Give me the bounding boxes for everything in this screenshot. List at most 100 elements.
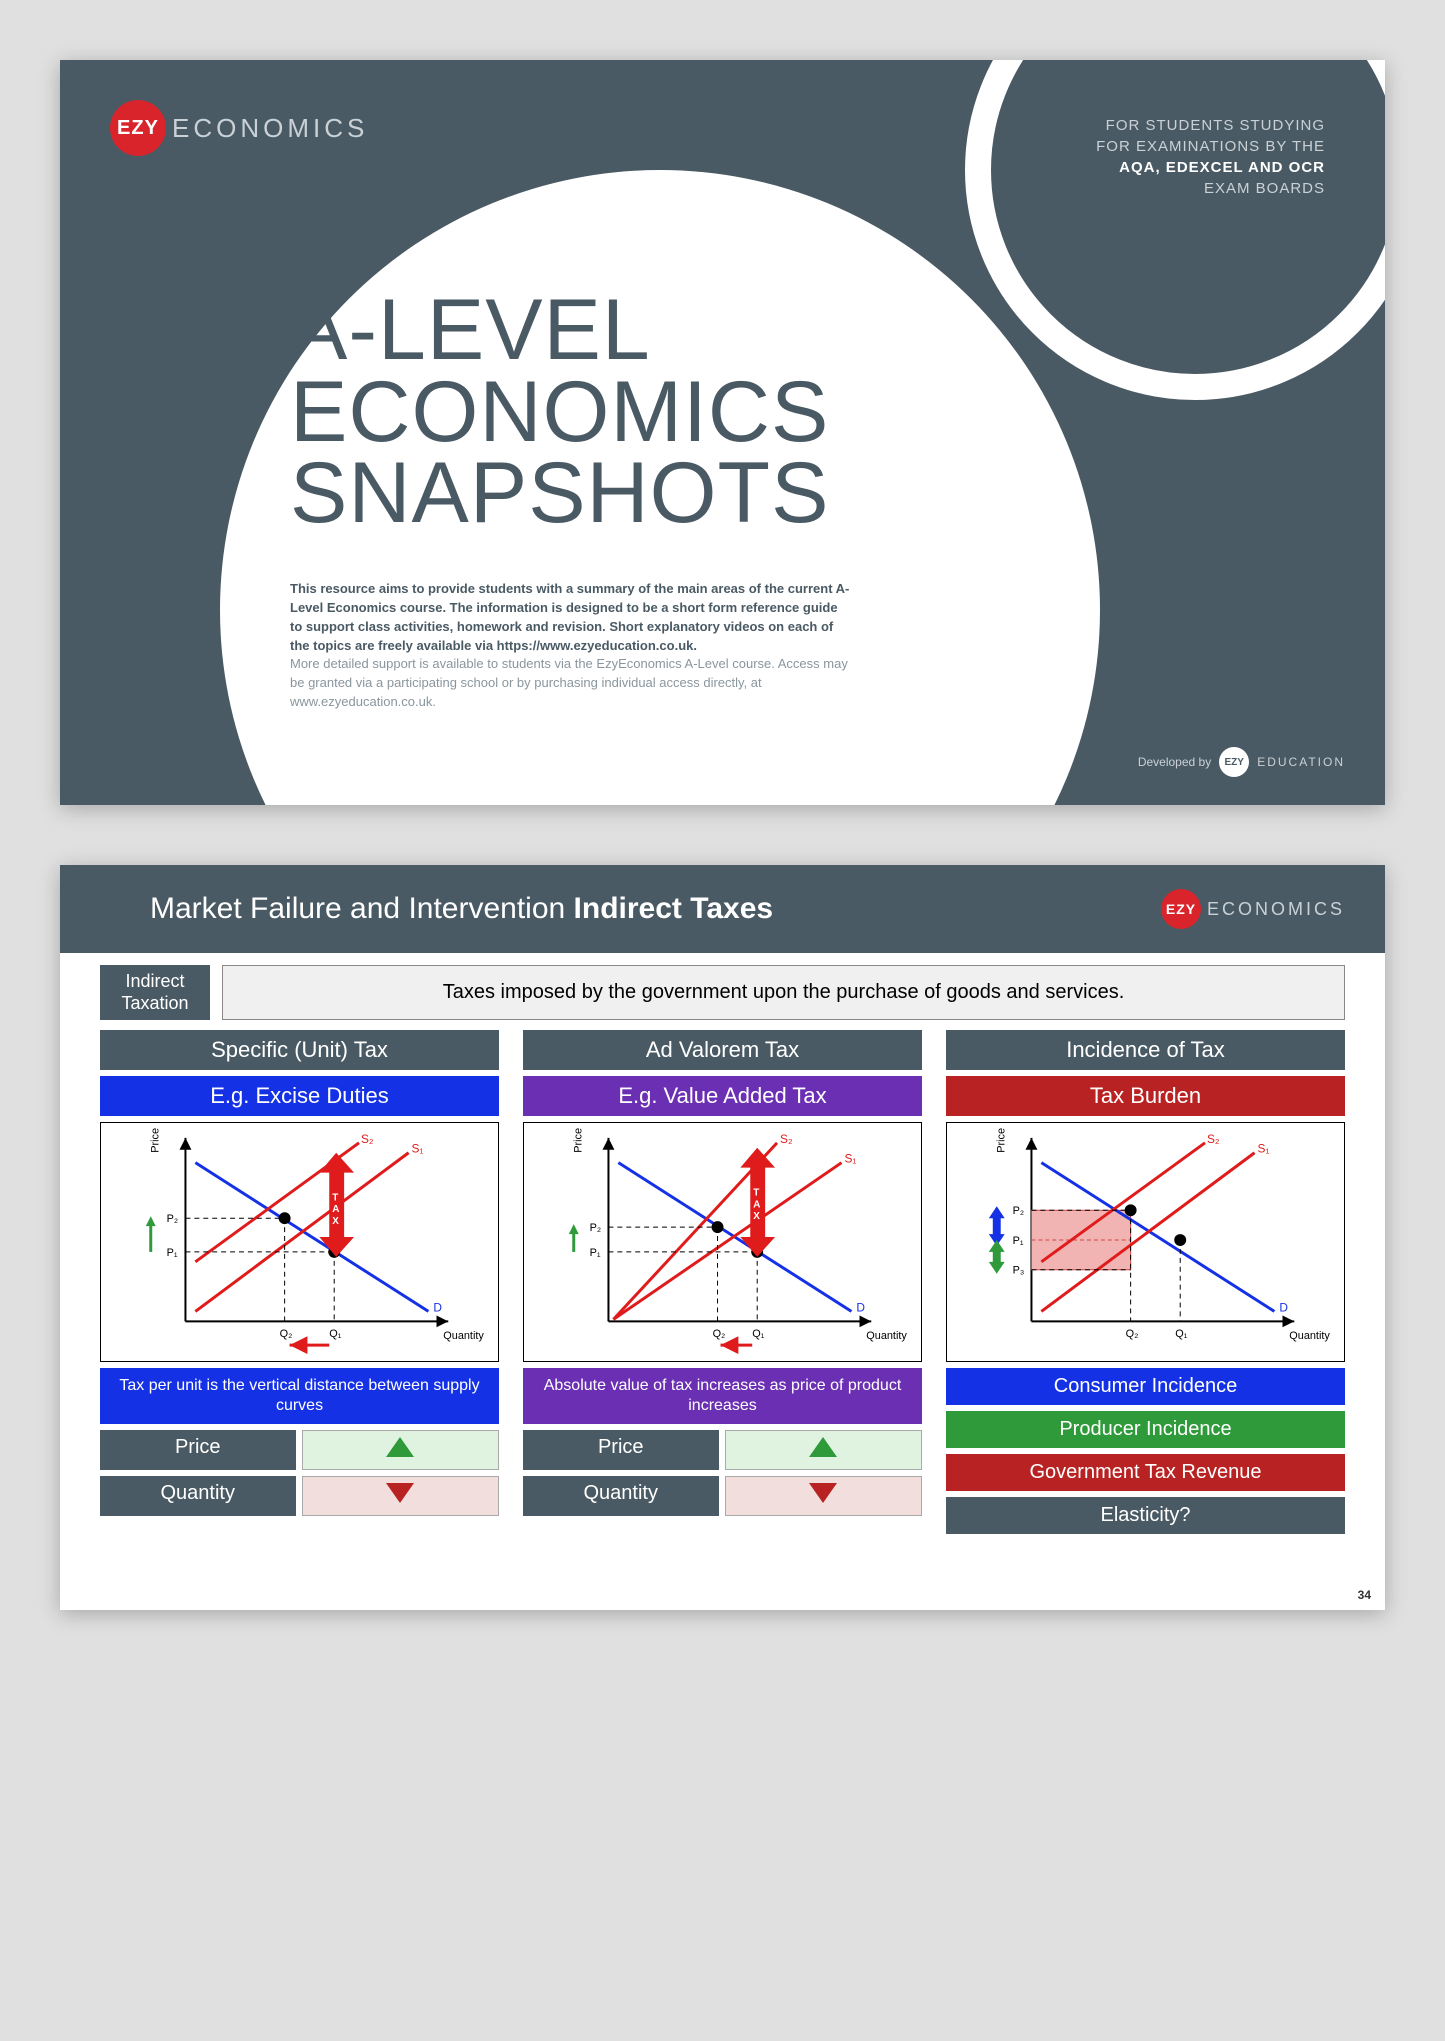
svg-text:P₁: P₁ <box>167 1247 178 1259</box>
svg-text:D: D <box>1279 1301 1288 1315</box>
exam-boards: FOR STUDENTS STUDYING FOR EXAMINATIONS B… <box>1045 115 1325 199</box>
mini-badge: EZY <box>1219 747 1249 777</box>
col3-h2: Tax Burden <box>946 1076 1345 1116</box>
developed-suffix: EDUCATION <box>1257 755 1345 769</box>
triangle-up-icon <box>809 1437 837 1457</box>
svg-text:T: T <box>753 1188 759 1199</box>
svg-text:Q₂: Q₂ <box>713 1328 726 1340</box>
col-advalorem-tax: Ad Valorem Tax E.g. Value Added Tax Quan… <box>523 1030 922 1534</box>
title-bar: Market Failure and Intervention Indirect… <box>60 865 1385 953</box>
svg-text:Quantity: Quantity <box>1289 1330 1330 1342</box>
page-title: Market Failure and Intervention Indirect… <box>150 892 773 926</box>
svg-text:Q₂: Q₂ <box>280 1328 293 1340</box>
def-term-l2: Taxation <box>114 993 196 1015</box>
title-plain: Market Failure and Intervention <box>150 892 574 925</box>
boards-l2: FOR EXAMINATIONS BY THE <box>1045 136 1325 157</box>
logo-badge: EZY <box>110 100 166 156</box>
svg-text:T: T <box>332 1193 338 1204</box>
svg-text:Price: Price <box>150 1128 162 1153</box>
svg-text:P₃: P₃ <box>1013 1265 1025 1277</box>
svg-text:S₁: S₁ <box>1258 1142 1270 1156</box>
svg-text:S₂: S₂ <box>780 1132 793 1146</box>
cover-title: A-LEVEL ECONOMICS SNAPSHOTS <box>290 290 829 535</box>
cover-title-l1: A-LEVEL <box>290 290 829 372</box>
developed-label: Developed by <box>1138 755 1211 769</box>
col-specific-tax: Specific (Unit) Tax E.g. Excise Duties Q… <box>100 1030 499 1534</box>
brand-logo-small: EZY ECONOMICS <box>1161 889 1345 929</box>
col1-qty-down <box>302 1476 500 1516</box>
col1-rows2: Quantity <box>100 1476 499 1516</box>
boards-l1: FOR STUDENTS STUDYING <box>1045 115 1325 136</box>
col1-qty-label: Quantity <box>100 1476 296 1516</box>
triangle-down-icon <box>809 1483 837 1503</box>
columns: Specific (Unit) Tax E.g. Excise Duties Q… <box>60 1030 1385 1552</box>
svg-text:X: X <box>332 1216 339 1227</box>
logo-badge-small: EZY <box>1161 889 1201 929</box>
svg-text:Q₁: Q₁ <box>752 1328 764 1340</box>
col2-rows: Price <box>523 1430 922 1470</box>
cover-description: This resource aims to provide students w… <box>290 580 850 712</box>
col2-h1: Ad Valorem Tax <box>523 1030 922 1070</box>
svg-text:Quantity: Quantity <box>443 1330 484 1342</box>
cover-desc-light: More detailed support is available to st… <box>290 656 848 709</box>
svg-text:Q₁: Q₁ <box>329 1328 341 1340</box>
svg-text:A: A <box>332 1204 339 1215</box>
col3-r4: Elasticity? <box>946 1497 1345 1534</box>
boards-l4: EXAM BOARDS <box>1045 178 1325 199</box>
col2-price-up <box>725 1430 923 1470</box>
chart-specific-tax: Quantity Price D S₁ S₂ <box>100 1122 499 1362</box>
col3-h1: Incidence of Tax <box>946 1030 1345 1070</box>
svg-text:D: D <box>433 1301 442 1315</box>
col2-caption: Absolute value of tax increases as price… <box>523 1368 922 1424</box>
col2-rows2: Quantity <box>523 1476 922 1516</box>
boards-l3: AQA, EDEXCEL AND OCR <box>1045 157 1325 178</box>
svg-text:P₂: P₂ <box>167 1213 179 1225</box>
col2-qty-down <box>725 1476 923 1516</box>
triangle-down-icon <box>386 1483 414 1503</box>
brand-logo: EZY ECONOMICS <box>110 100 368 156</box>
decor-circle-small <box>965 60 1385 400</box>
cover-title-l2: ECONOMICS <box>290 372 829 454</box>
col1-h1: Specific (Unit) Tax <box>100 1030 499 1070</box>
title-bold: Indirect Taxes <box>574 892 774 925</box>
svg-text:X: X <box>753 1211 760 1222</box>
logo-text-small: ECONOMICS <box>1207 899 1345 920</box>
svg-text:A: A <box>753 1199 760 1210</box>
page-number: 34 <box>1358 1588 1371 1602</box>
definition-row: Indirect Taxation Taxes imposed by the g… <box>60 953 1385 1030</box>
logo-text: ECONOMICS <box>172 113 368 144</box>
svg-text:S₁: S₁ <box>844 1152 856 1166</box>
def-term: Indirect Taxation <box>100 965 210 1020</box>
svg-text:D: D <box>856 1301 865 1315</box>
col3-r1: Consumer Incidence <box>946 1368 1345 1405</box>
col1-rows: Price <box>100 1430 499 1470</box>
col2-price-label: Price <box>523 1430 719 1470</box>
cover-desc-bold: This resource aims to provide students w… <box>290 581 849 653</box>
svg-text:Price: Price <box>996 1128 1008 1153</box>
triangle-up-icon <box>386 1437 414 1457</box>
svg-text:P₂: P₂ <box>1013 1205 1025 1217</box>
svg-text:Quantity: Quantity <box>866 1330 907 1342</box>
developed-by: Developed by EZY EDUCATION <box>1138 747 1345 777</box>
svg-text:P₂: P₂ <box>590 1222 602 1234</box>
col3-r3: Government Tax Revenue <box>946 1454 1345 1491</box>
col1-caption: Tax per unit is the vertical distance be… <box>100 1368 499 1424</box>
cover-slide: EZY ECONOMICS A-LEVEL ECONOMICS SNAPSHOT… <box>60 60 1385 805</box>
svg-text:Q₁: Q₁ <box>1175 1328 1187 1340</box>
col1-price-label: Price <box>100 1430 296 1470</box>
col2-h2: E.g. Value Added Tax <box>523 1076 922 1116</box>
col1-price-up <box>302 1430 500 1470</box>
svg-text:Price: Price <box>573 1128 585 1153</box>
cover-title-l3: SNAPSHOTS <box>290 453 829 535</box>
svg-text:S₂: S₂ <box>361 1132 374 1146</box>
chart-advalorem-tax: Quantity Price D S₁ S₂ <box>523 1122 922 1362</box>
col3-r2: Producer Incidence <box>946 1411 1345 1448</box>
def-term-l1: Indirect <box>114 971 196 993</box>
col2-qty-label: Quantity <box>523 1476 719 1516</box>
def-body: Taxes imposed by the government upon the… <box>222 965 1345 1020</box>
col1-h2: E.g. Excise Duties <box>100 1076 499 1116</box>
svg-text:S₂: S₂ <box>1207 1132 1220 1146</box>
svg-text:S₁: S₁ <box>412 1142 424 1156</box>
chart-incidence: Quantity Price D S₁ S₂ <box>946 1122 1345 1362</box>
col-incidence: Incidence of Tax Tax Burden Quantity Pri… <box>946 1030 1345 1534</box>
